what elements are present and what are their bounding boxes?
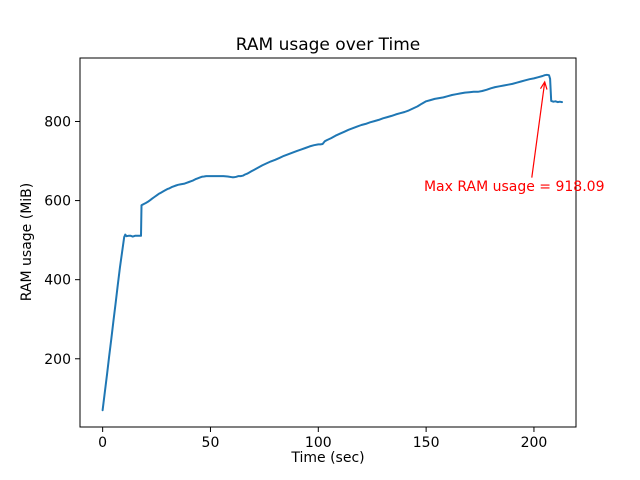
x-tick-label: 150 xyxy=(413,435,440,451)
y-tick-label: 200 xyxy=(44,352,71,368)
x-tick-label: 50 xyxy=(202,435,220,451)
y-axis-label: RAM usage (MiB) xyxy=(19,182,35,302)
x-tick-label: 100 xyxy=(305,435,332,451)
annotation-arrowhead xyxy=(539,80,548,90)
y-tick-label: 600 xyxy=(44,194,71,210)
ram-usage-line xyxy=(101,73,563,412)
x-tick-label: 0 xyxy=(98,435,107,451)
annotation-arrow-line xyxy=(531,81,546,178)
x-tick-label: 200 xyxy=(521,435,548,451)
y-tick-label: 400 xyxy=(44,273,71,289)
y-tick-label: 800 xyxy=(44,114,71,130)
plot-frame xyxy=(79,57,577,428)
max-ram-annotation: Max RAM usage = 918.09 xyxy=(423,178,605,195)
x-axis-label: Time (sec) xyxy=(291,450,365,466)
chart-title: RAM usage over Time xyxy=(235,35,421,55)
